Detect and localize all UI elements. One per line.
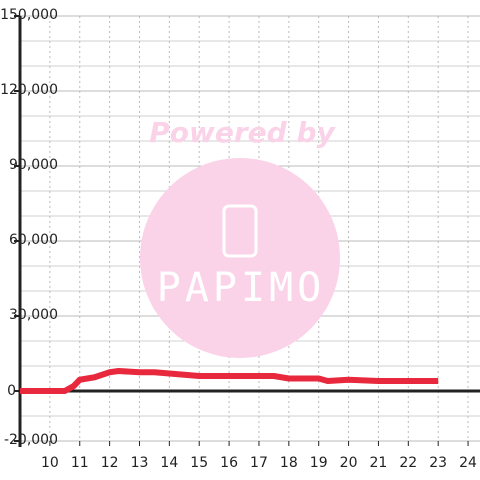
x-tick-label: 13: [131, 455, 149, 471]
y-tick-label: 0: [7, 383, 16, 399]
x-tick-label: 20: [340, 455, 358, 471]
y-tick-label: 150,000: [0, 7, 58, 23]
y-tick-label: 60,000: [9, 232, 58, 248]
y-tick-label: 90,000: [9, 157, 58, 173]
x-tick-label: 14: [160, 455, 178, 471]
x-tick-label: 24: [459, 455, 477, 471]
x-tick-label: 15: [190, 455, 208, 471]
y-tick-label: 30,000: [9, 307, 58, 323]
watermark-logo: PAPIMO: [157, 265, 326, 311]
data-line: [20, 368, 439, 394]
x-tick-label: 23: [429, 455, 447, 471]
watermark-phone: [222, 204, 258, 258]
x-tick-label: 22: [399, 455, 417, 471]
x-tick-label: 16: [220, 455, 238, 471]
x-tick-label: 18: [280, 455, 298, 471]
watermark-text: Powered by: [149, 116, 336, 149]
x-tick-label: 19: [310, 455, 328, 471]
y-tick-label: 120,000: [0, 82, 58, 98]
watermark: Powered by PAPIMO: [140, 116, 340, 358]
x-tick-label: 11: [71, 455, 89, 471]
x-tick-label: 12: [101, 455, 119, 471]
y-tick-label: -20,000: [4, 432, 58, 448]
x-tick-label: 21: [370, 455, 388, 471]
x-tick-label: 10: [41, 455, 59, 471]
x-tick-label: 17: [250, 455, 268, 471]
plot: -20,000 0 30,000 60,000 90,000 120,000 150,000…: [0, 7, 480, 471]
watermark-circle: [140, 158, 340, 358]
